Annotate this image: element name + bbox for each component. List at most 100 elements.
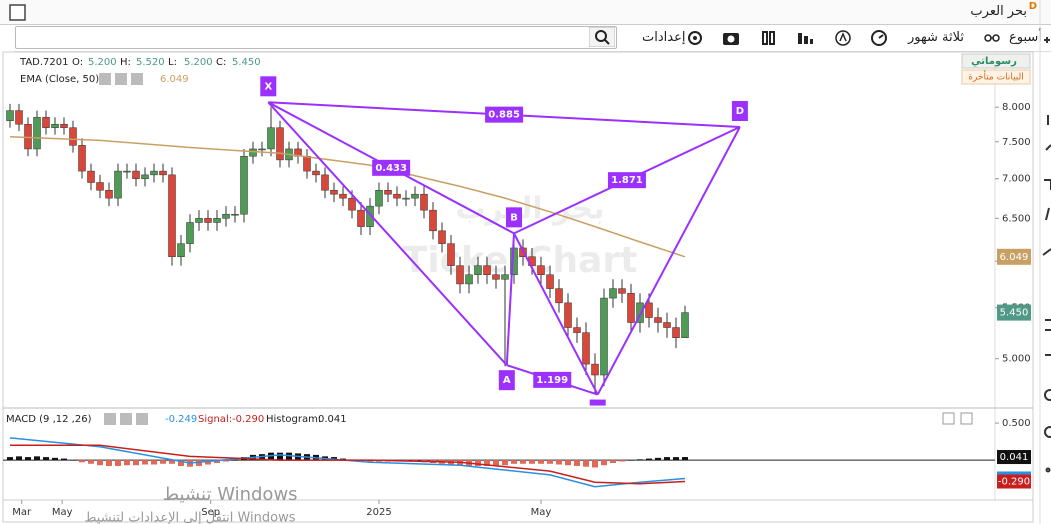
histogram-bar — [52, 457, 58, 461]
ema-legend: EMA (Close, 50) — [20, 74, 99, 85]
histogram-badge-label: 0.041 — [1000, 452, 1029, 463]
x-tick-label: Mar — [12, 507, 32, 518]
x-tick-label: Sep — [201, 507, 220, 518]
settings-button[interactable]: إعدادات — [642, 30, 686, 45]
ohlc-value: 5.200 — [88, 57, 117, 68]
histogram-bar — [565, 460, 571, 466]
histogram-bar — [592, 460, 598, 468]
histogram-bar — [673, 457, 679, 461]
histogram-bar — [646, 458, 652, 461]
pane-minimize[interactable] — [942, 412, 955, 425]
macd-legend-icons[interactable] — [104, 413, 148, 425]
candle-body — [258, 148, 266, 151]
candle-body — [141, 174, 149, 179]
candle-body — [33, 117, 41, 150]
candle-body — [24, 123, 32, 150]
pattern-point-box — [731, 100, 748, 121]
histogram-bar — [142, 460, 148, 465]
macd-line — [10, 444, 686, 485]
candle-body — [438, 230, 446, 244]
candle-body — [69, 127, 77, 146]
histogram-bar — [169, 460, 175, 464]
histogram-bar — [25, 457, 31, 461]
camera-icon[interactable] — [721, 29, 741, 47]
histogram-bar — [664, 457, 670, 461]
drawings-button[interactable] — [961, 53, 1031, 69]
watermark-arabic: بحر العرب — [455, 192, 604, 227]
pattern-leg — [513, 232, 599, 396]
search-button[interactable] — [589, 27, 615, 47]
settings-icon[interactable] — [686, 29, 704, 47]
pattern-point-box — [506, 207, 522, 228]
histogram-bar — [61, 458, 67, 461]
windows-notice-text: انتقل إلى الإعدادات لتنشيط Windows — [84, 511, 295, 524]
histogram-value: 0.041 — [318, 414, 347, 425]
candle-body — [231, 213, 239, 216]
pane-close[interactable] — [960, 412, 973, 425]
candle-body — [222, 213, 230, 219]
candle-body — [465, 274, 473, 285]
candle-body — [546, 274, 554, 289]
delayed-badge — [961, 69, 1031, 85]
candle-body — [339, 193, 347, 199]
alerts-icon[interactable] — [833, 29, 853, 47]
candle-body — [303, 155, 311, 172]
close-badge — [997, 304, 1031, 321]
indicators-icon[interactable] — [795, 29, 815, 47]
candle-body — [357, 209, 365, 227]
drawings-label: رسوماتي — [971, 56, 1017, 67]
window-icon[interactable] — [9, 4, 26, 21]
histogram-bar — [493, 460, 499, 466]
period-button[interactable]: ثلاثة شهور — [908, 30, 964, 45]
close-badge-label: 5.450 — [1000, 308, 1029, 319]
candle-body — [600, 297, 608, 376]
histogram-bar — [277, 452, 283, 461]
interval-button[interactable]: أسبوع — [1009, 30, 1042, 45]
candle-body — [420, 193, 428, 211]
title-bar: بحر العرب D — [0, 0, 1051, 25]
pattern-point-box — [498, 370, 515, 391]
pattern-leg — [267, 101, 508, 366]
candle-body — [60, 123, 68, 128]
histogram-bar — [682, 457, 688, 461]
symbol-title: بحر العرب — [970, 4, 1027, 19]
histogram-bar — [205, 460, 211, 465]
y-tick-label: 6.500 — [1002, 213, 1031, 224]
histogram-bar — [16, 456, 22, 461]
ema-legend-icons[interactable] — [99, 73, 143, 85]
pattern-point-label: X — [264, 81, 272, 92]
candle-body — [249, 148, 257, 157]
candle-body — [6, 110, 14, 122]
histogram-bar — [574, 460, 580, 466]
ratio-box — [533, 371, 572, 388]
y-tick-label: 8.000 — [1002, 102, 1031, 113]
candle-body — [645, 302, 653, 318]
search-input[interactable] — [15, 26, 617, 49]
histogram-name: Histogram: — [266, 414, 321, 425]
histogram-bar — [583, 460, 589, 467]
histogram-bar — [79, 460, 85, 463]
ratio-label: 0.885 — [488, 110, 520, 121]
timeframe-badge: D — [1028, 1, 1037, 12]
ratio-label: 1.199 — [536, 375, 568, 386]
histogram-bar — [97, 460, 103, 466]
histogram-bar — [232, 460, 238, 461]
histogram-bar — [88, 460, 94, 464]
candle-body — [186, 222, 194, 244]
toolbar: إعدادات ثلاثة شهور أسبوع — [14, 25, 1051, 52]
candle-body — [501, 274, 509, 280]
x-tick-label: May — [52, 507, 73, 518]
compare-icon[interactable] — [759, 29, 779, 47]
histogram-bar — [637, 459, 643, 461]
candle-body — [564, 302, 572, 328]
histogram-bar — [115, 460, 121, 466]
speed-icon[interactable] — [869, 29, 889, 47]
candle-body — [51, 123, 59, 128]
candle-body — [402, 197, 410, 200]
candle-body — [159, 170, 167, 176]
candle-body — [78, 145, 86, 172]
candle-body — [348, 197, 356, 211]
candle-body — [87, 170, 95, 183]
